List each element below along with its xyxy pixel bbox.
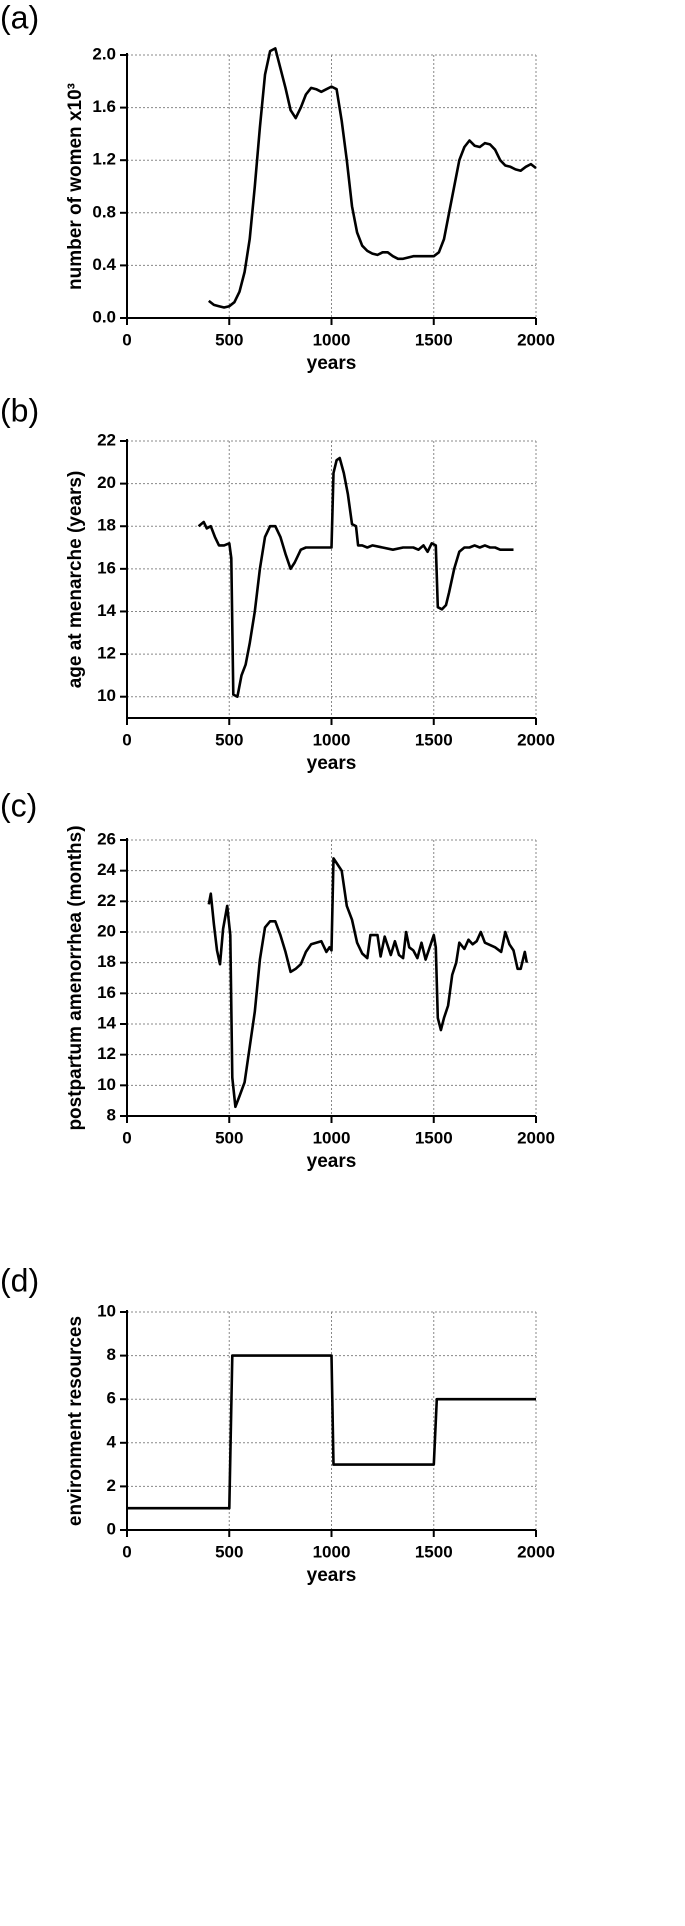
y-tick-label: 26 [97,829,116,848]
y-tick-label: 0.0 [92,307,116,326]
y-tick-label: 0.4 [92,255,116,274]
panel-label: (a) [0,0,39,35]
x-tick-label: 0 [122,730,131,749]
y-axis-title: postpartum amenorrhea (months) [65,825,86,1130]
data-line [127,1354,536,1510]
y-axis-title: age at menarche (years) [65,471,86,689]
y-tick-label: 22 [97,430,116,449]
x-axis-title: years [307,1151,357,1172]
x-tick-label: 2000 [517,730,555,749]
x-tick-label: 1000 [313,1128,351,1147]
y-tick-label: 14 [97,1013,116,1032]
y-tick-label: 8 [107,1345,116,1364]
y-tick-label: 10 [97,686,116,705]
panel: (b) 10 12 14 16 18 20 22 0 500 1000 1500 2000 years ag… [0,392,555,774]
y-tick-label: 10 [97,1075,116,1094]
x-tick-label: 2000 [517,330,555,349]
x-tick-label: 2000 [517,1128,555,1147]
y-tick-label: 22 [97,891,116,910]
data-line [197,456,514,698]
x-tick-label: 500 [215,730,243,749]
x-axis-title: years [307,353,357,374]
x-tick-label: 1500 [415,730,453,749]
x-tick-label: 500 [215,1128,243,1147]
y-tick-label: 2.0 [92,44,116,63]
y-tick-label: 20 [97,921,116,940]
y-axis-title: environment resources [65,1316,86,1526]
x-tick-label: 0 [122,1542,131,1561]
panel-label: (d) [0,1262,39,1298]
x-tick-label: 0 [122,330,131,349]
x-tick-label: 500 [215,1542,243,1561]
x-tick-label: 1000 [313,730,351,749]
y-tick-label: 18 [97,952,116,971]
y-tick-label: 8 [107,1105,116,1124]
panel-label: (c) [0,787,37,823]
y-tick-label: 4 [107,1432,117,1451]
y-tick-label: 2 [107,1476,116,1495]
y-tick-label: 1.6 [92,97,116,116]
panel: (a) 0.0 0.4 0.8 1.2 1.6 2.0 0 500 1000 1500 2000 yea… [0,0,555,374]
x-tick-label: 500 [215,330,243,349]
x-tick-label: 0 [122,1128,131,1147]
x-tick-label: 1000 [313,1542,351,1561]
y-tick-label: 1.2 [92,150,116,169]
y-tick-label: 14 [97,601,116,620]
y-tick-label: 0.8 [92,202,116,221]
x-axis-title: years [307,1565,357,1586]
y-tick-label: 0 [107,1519,116,1538]
data-line [207,47,537,309]
x-tick-label: 1500 [415,1542,453,1561]
y-tick-label: 6 [107,1389,116,1408]
x-tick-label: 2000 [517,1542,555,1561]
x-tick-label: 1500 [415,330,453,349]
x-tick-label: 1000 [313,330,351,349]
y-tick-label: 12 [97,644,116,663]
x-axis-title: years [307,753,357,774]
y-tick-label: 10 [97,1301,116,1320]
y-tick-label: 12 [97,1044,116,1063]
y-tick-label: 16 [97,558,116,577]
y-tick-label: 24 [97,860,116,879]
x-tick-label: 1500 [415,1128,453,1147]
panel: (c) 8 10 12 14 16 18 20 22 24 26 0 500 1000 1500 2000 ye… [0,787,555,1172]
panel: (d) 0 2 4 6 8 10 0 500 1000 1500 2000 years environme… [0,1262,555,1586]
panel-label: (b) [0,392,39,428]
y-tick-label: 18 [97,516,116,535]
y-tick-label: 16 [97,983,116,1002]
data-line [207,857,529,1109]
y-axis-title: number of women x10³ [65,83,86,290]
y-tick-label: 20 [97,473,116,492]
